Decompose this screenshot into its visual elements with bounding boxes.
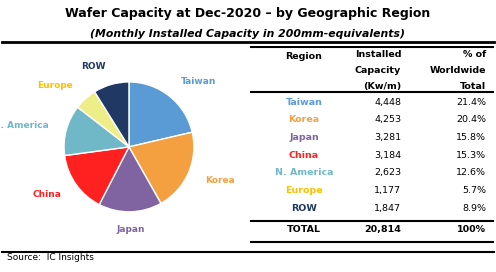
Text: TOTAL: TOTAL (287, 225, 321, 234)
Text: % of: % of (463, 50, 486, 59)
Text: China: China (289, 151, 319, 160)
Text: 4,253: 4,253 (374, 115, 401, 124)
Text: 15.8%: 15.8% (456, 133, 486, 142)
Text: Taiwan: Taiwan (181, 77, 216, 86)
Text: 3,281: 3,281 (374, 133, 401, 142)
Text: 2,623: 2,623 (374, 168, 401, 177)
Text: N. America: N. America (275, 168, 333, 177)
Text: Japan: Japan (117, 225, 145, 234)
Text: (Monthly Installed Capacity in 200mm-equivalents): (Monthly Installed Capacity in 200mm-equ… (90, 29, 406, 39)
Text: 1,847: 1,847 (374, 204, 401, 213)
Wedge shape (95, 82, 129, 147)
Text: Korea: Korea (288, 115, 319, 124)
Text: N. America: N. America (0, 121, 49, 130)
Text: Total: Total (460, 82, 486, 91)
Text: 4,448: 4,448 (374, 98, 401, 107)
Text: 8.9%: 8.9% (462, 204, 486, 213)
Text: 12.6%: 12.6% (456, 168, 486, 177)
Text: ROW: ROW (291, 204, 317, 213)
Text: 3,184: 3,184 (374, 151, 401, 160)
Text: Europe: Europe (285, 186, 323, 195)
Text: Region: Region (286, 52, 322, 61)
Text: 100%: 100% (457, 225, 486, 234)
Text: 1,177: 1,177 (374, 186, 401, 195)
Text: Korea: Korea (205, 176, 235, 185)
Text: Capacity: Capacity (355, 66, 401, 75)
Text: (Kw/m): (Kw/m) (363, 82, 401, 91)
Text: Source:  IC Insights: Source: IC Insights (7, 254, 94, 262)
Text: Worldwide: Worldwide (430, 66, 486, 75)
Text: Installed: Installed (355, 50, 401, 59)
Text: China: China (32, 190, 61, 199)
Wedge shape (129, 132, 194, 203)
Text: 20.4%: 20.4% (456, 115, 486, 124)
Text: 20,814: 20,814 (364, 225, 401, 234)
Text: Japan: Japan (289, 133, 319, 142)
Wedge shape (64, 107, 129, 156)
Text: 21.4%: 21.4% (456, 98, 486, 107)
Wedge shape (64, 147, 129, 205)
Text: ROW: ROW (81, 63, 106, 72)
Text: Taiwan: Taiwan (286, 98, 322, 107)
Wedge shape (99, 147, 161, 212)
Text: 5.7%: 5.7% (462, 186, 486, 195)
Text: 15.3%: 15.3% (456, 151, 486, 160)
Wedge shape (77, 92, 129, 147)
Text: Europe: Europe (38, 81, 73, 90)
Text: Wafer Capacity at Dec-2020 – by Geographic Region: Wafer Capacity at Dec-2020 – by Geograph… (65, 7, 431, 20)
Wedge shape (129, 82, 192, 147)
